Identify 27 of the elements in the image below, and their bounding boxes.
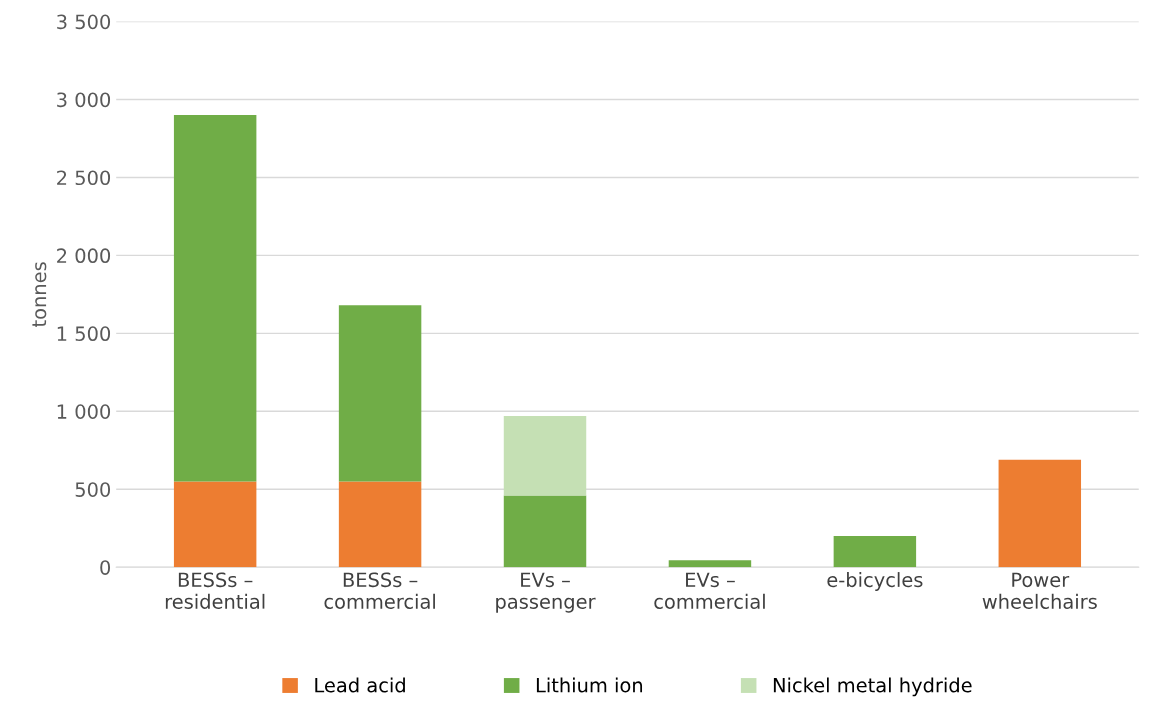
x-tick-label: e-bicycles — [827, 572, 923, 591]
x-tick-label: EVs – commercial — [654, 572, 765, 609]
x-tick-label: BESSs – commercial — [324, 572, 435, 609]
y-tick-label: 0 — [100, 560, 111, 575]
bar — [503, 495, 587, 568]
legend-label: Lead acid — [315, 677, 405, 693]
y-tick-label: 2 500 — [57, 170, 111, 186]
y-tick-label: 1 000 — [57, 404, 111, 419]
y-tick-label: 2 000 — [57, 248, 111, 264]
bar — [173, 115, 257, 482]
y-tick-label: 500 — [75, 482, 111, 497]
legend-label: Nickel metal hydride — [773, 677, 972, 697]
bar — [338, 305, 422, 482]
bar — [173, 481, 257, 568]
legend-label: Lithium ion — [536, 677, 643, 693]
bar — [998, 459, 1082, 568]
y-axis-title: tonnes — [32, 262, 47, 327]
bar — [833, 536, 917, 568]
y-tick-label: 1 500 — [57, 326, 111, 342]
y-tick-label: 3 500 — [57, 14, 111, 30]
bar — [338, 481, 422, 568]
y-tick-label: 3 000 — [57, 92, 111, 108]
x-tick-label: Power wheelchairs — [982, 572, 1097, 609]
bar — [668, 560, 752, 568]
x-tick-label: BESSs – residential — [165, 572, 265, 609]
x-tick-label: EVs – passenger — [496, 572, 596, 613]
bar — [503, 415, 587, 496]
